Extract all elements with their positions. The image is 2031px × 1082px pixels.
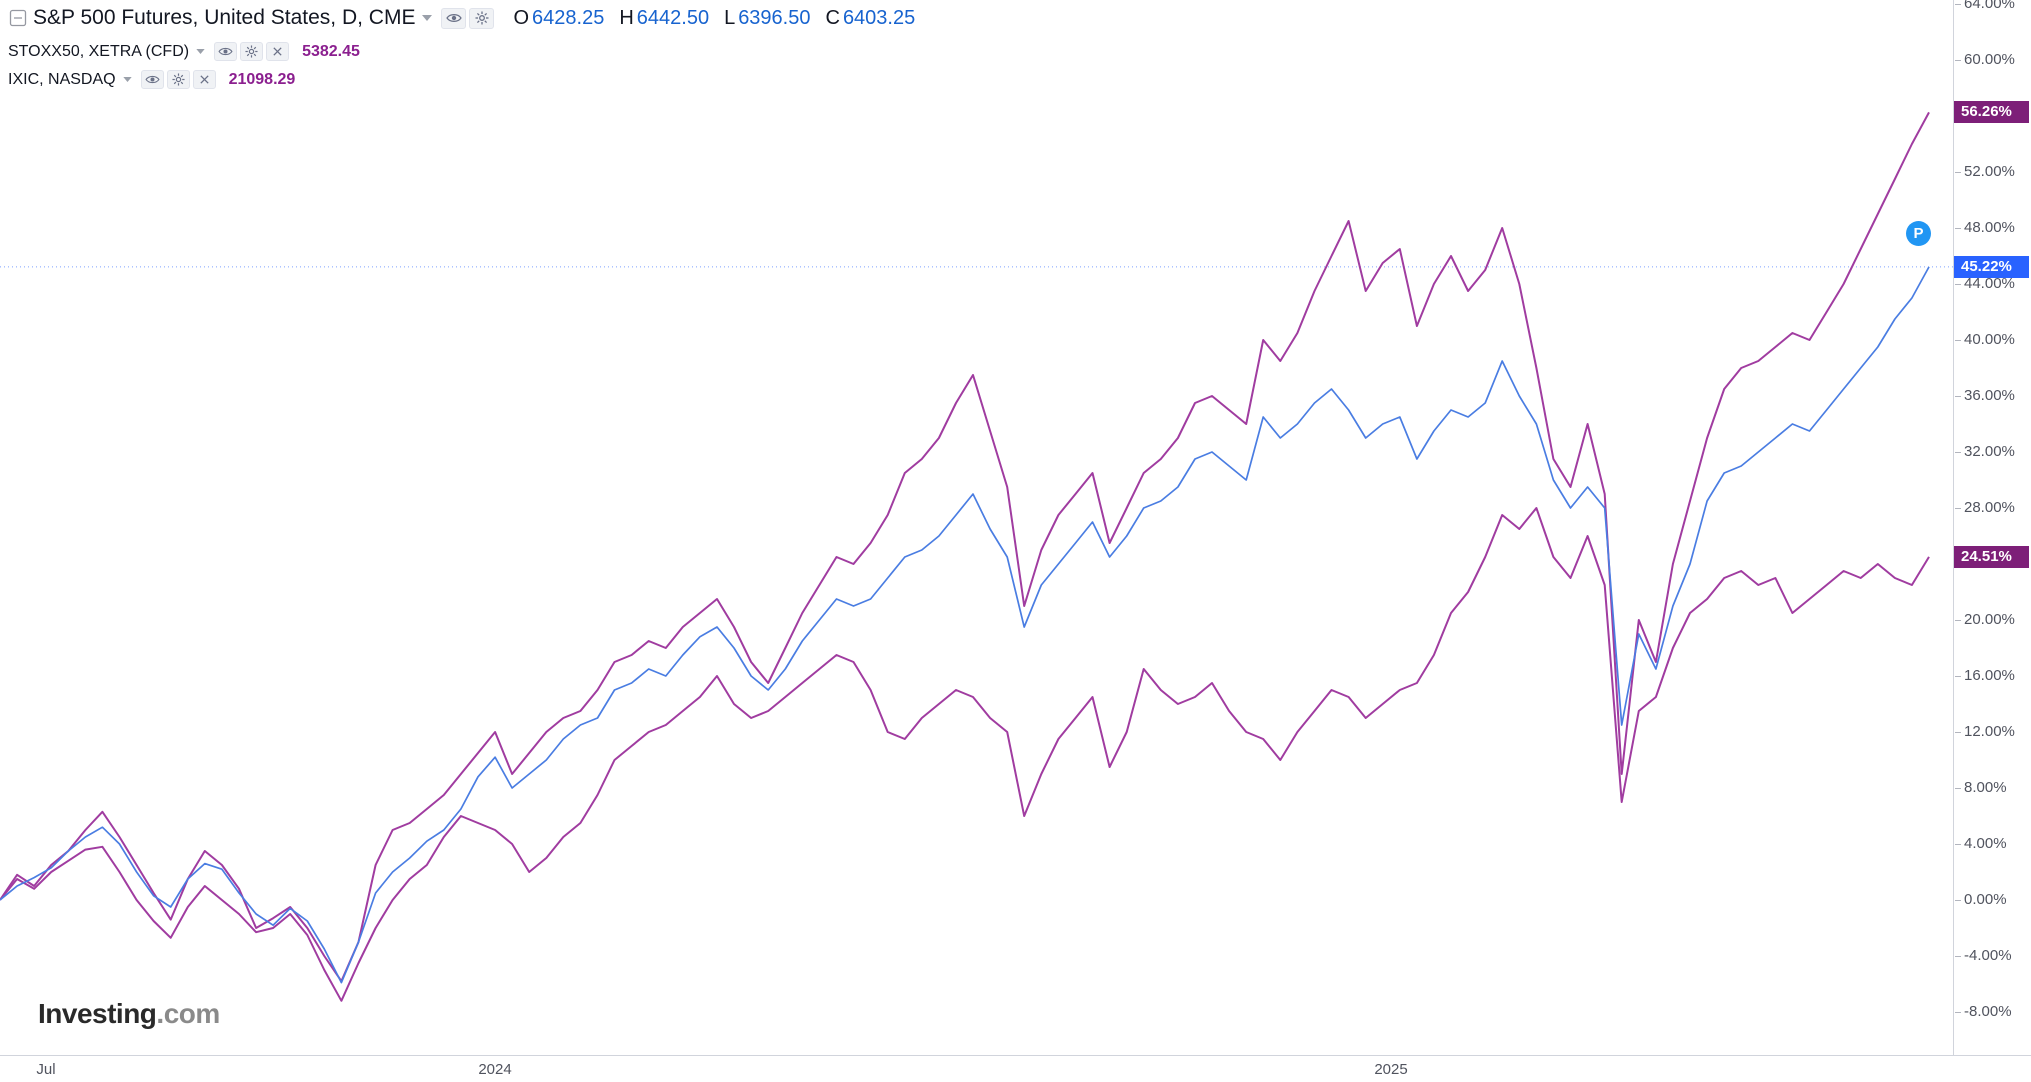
chart-plot-area[interactable]: S&P 500 Futures, United States, D, CME O…: [0, 0, 1953, 1055]
compare-symbol-title[interactable]: STOXX50, XETRA (CFD): [8, 42, 190, 60]
investing-logo[interactable]: Investing.com: [38, 998, 220, 1030]
price-scale[interactable]: 64.00%60.00%56.00%52.00%48.00%44.00%40.0…: [1953, 0, 2031, 1055]
gear-icon[interactable]: [166, 70, 190, 89]
open-value: 6428.25: [532, 6, 605, 29]
publish-marker-icon[interactable]: P: [1906, 221, 1931, 246]
y-axis-tick-label: 48.00%: [1955, 219, 2015, 236]
chevron-down-icon[interactable]: [122, 77, 132, 82]
compare-last-value: 5382.45: [302, 42, 360, 60]
eye-icon[interactable]: [140, 70, 164, 89]
y-axis-tick-label: 8.00%: [1955, 779, 2007, 796]
logo-tld-text: .com: [156, 998, 220, 1029]
series-line-spx[interactable]: [0, 266, 1930, 984]
time-scale[interactable]: Jul 2024 2025: [0, 1055, 2031, 1082]
legend-row-ixic: IXIC, NASDAQ 21098.29: [8, 70, 930, 89]
legend-row-stoxx50: STOXX50, XETRA (CFD) 5382.45: [8, 42, 930, 61]
last-value-badge-stoxx: 24.51%: [1954, 545, 2029, 568]
y-axis-tick-label: 60.00%: [1955, 51, 2015, 68]
y-axis-tick-label: 28.00%: [1955, 499, 2015, 516]
y-axis-tick-label: 4.00%: [1955, 835, 2007, 852]
price-chart-canvas[interactable]: [0, 0, 1953, 1055]
x-axis-label: Jul: [36, 1061, 56, 1078]
x-axis-label: 2025: [1374, 1061, 1408, 1078]
open-label: O: [513, 6, 530, 29]
eye-icon[interactable]: [214, 42, 238, 61]
high-label: H: [619, 6, 634, 29]
series-line-ixic[interactable]: [0, 111, 1930, 983]
y-axis-tick-label: 32.00%: [1955, 443, 2015, 460]
last-value-badge-spx: 45.22%: [1954, 255, 2029, 278]
y-axis-tick-label: -4.00%: [1955, 947, 2012, 964]
compare-last-value: 21098.29: [228, 70, 296, 88]
close-label: C: [825, 6, 840, 29]
eye-icon[interactable]: [441, 7, 467, 29]
series-line-stoxx[interactable]: [0, 507, 1930, 1002]
ohlc-values: O 6428.25 H 6442.50 L 6396.50 C 6403.25: [513, 7, 930, 30]
gear-icon[interactable]: [469, 7, 495, 29]
close-value: 6403.25: [842, 6, 916, 29]
y-axis-tick-label: 36.00%: [1955, 387, 2015, 404]
y-axis-tick-label: 40.00%: [1955, 331, 2015, 348]
low-label: L: [724, 6, 736, 29]
y-axis-tick-label: 20.00%: [1955, 611, 2015, 628]
compare-symbol-title[interactable]: IXIC, NASDAQ: [8, 70, 116, 88]
y-axis-tick-label: -8.00%: [1955, 1003, 2012, 1020]
main-symbol-title[interactable]: S&P 500 Futures, United States, D, CME: [33, 6, 416, 29]
y-axis-tick-label: 16.00%: [1955, 667, 2015, 684]
logo-brand-text: Investing: [38, 998, 157, 1029]
chevron-down-icon[interactable]: [422, 15, 433, 21]
chevron-down-icon[interactable]: [196, 49, 205, 54]
x-axis-label: 2024: [478, 1061, 512, 1078]
y-axis-tick-label: 64.00%: [1955, 0, 2015, 13]
low-value: 6396.50: [738, 6, 811, 29]
y-axis-tick-label: 52.00%: [1955, 163, 2015, 180]
close-icon[interactable]: [266, 42, 290, 61]
legend: S&P 500 Futures, United States, D, CME O…: [8, 6, 930, 98]
y-axis-tick-label: 12.00%: [1955, 723, 2015, 740]
close-icon[interactable]: [192, 70, 216, 89]
legend-collapse-icon[interactable]: [8, 8, 28, 28]
y-axis-tick-label: 44.00%: [1955, 275, 2015, 292]
y-axis-tick-label: 0.00%: [1955, 891, 2007, 908]
last-value-badge-ixic: 56.26%: [1954, 101, 2029, 124]
high-value: 6442.50: [636, 6, 710, 29]
gear-icon[interactable]: [240, 42, 264, 61]
legend-row-main: S&P 500 Futures, United States, D, CME O…: [8, 6, 930, 30]
